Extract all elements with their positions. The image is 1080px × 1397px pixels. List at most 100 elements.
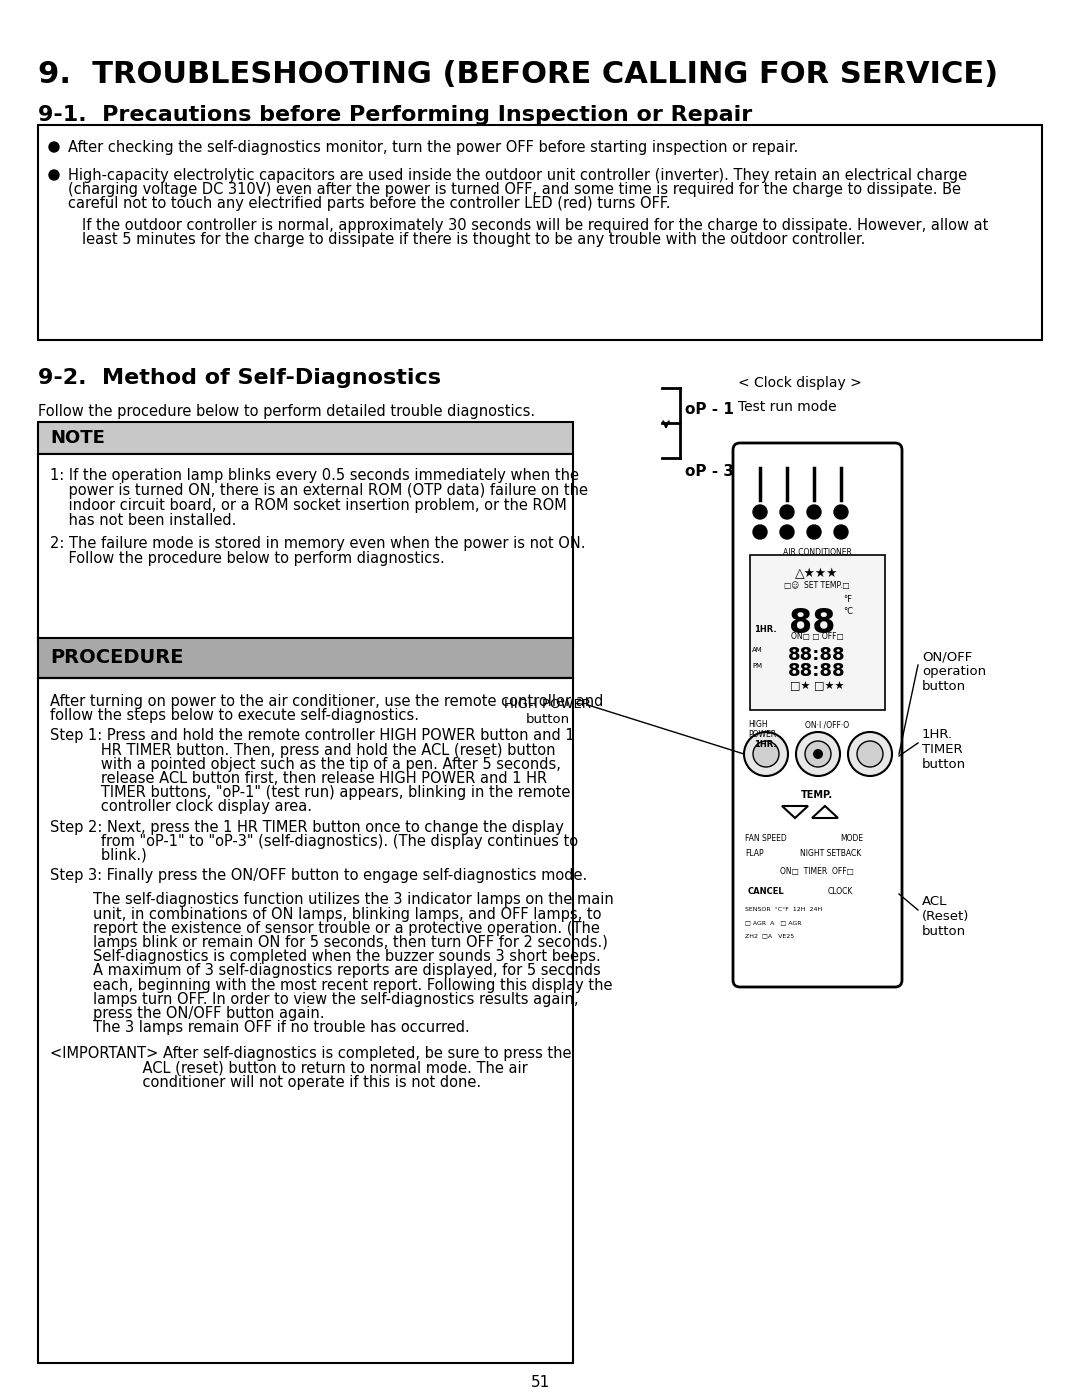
Circle shape bbox=[805, 740, 831, 767]
Text: CLOCK: CLOCK bbox=[828, 887, 853, 895]
Circle shape bbox=[780, 525, 794, 539]
Text: MODE: MODE bbox=[840, 834, 863, 842]
Text: < Clock display >: < Clock display > bbox=[738, 376, 862, 390]
Text: °F: °F bbox=[843, 595, 852, 604]
Text: controller clock display area.: controller clock display area. bbox=[50, 799, 312, 814]
Text: conditioner will not operate if this is not done.: conditioner will not operate if this is … bbox=[50, 1074, 481, 1090]
Text: 2: The failure mode is stored in memory even when the power is not ON.: 2: The failure mode is stored in memory … bbox=[50, 536, 585, 550]
Text: A maximum of 3 self-diagnostics reports are displayed, for 5 seconds: A maximum of 3 self-diagnostics reports … bbox=[93, 964, 600, 978]
Bar bbox=[38, 422, 573, 454]
Text: <IMPORTANT> After self-diagnostics is completed, be sure to press the: <IMPORTANT> After self-diagnostics is co… bbox=[50, 1046, 571, 1062]
Text: HR TIMER button. Then, press and hold the ACL (reset) button: HR TIMER button. Then, press and hold th… bbox=[50, 743, 555, 757]
Text: If the outdoor controller is normal, approximately 30 seconds will be required f: If the outdoor controller is normal, app… bbox=[82, 218, 988, 233]
Circle shape bbox=[753, 740, 779, 767]
Text: The self-diagnostics function utilizes the 3 indicator lamps on the main: The self-diagnostics function utilizes t… bbox=[93, 893, 613, 908]
Bar bbox=[750, 555, 885, 710]
Text: release ACL button first, then release HIGH POWER and 1 HR: release ACL button first, then release H… bbox=[50, 771, 548, 787]
Text: HIGH POWER: HIGH POWER bbox=[504, 698, 592, 711]
Text: Step 1: Press and hold the remote controller HIGH POWER button and 1: Step 1: Press and hold the remote contro… bbox=[50, 728, 575, 743]
Text: ON□ □ OFF□: ON□ □ OFF□ bbox=[791, 631, 843, 641]
Text: 1HR.: 1HR. bbox=[754, 740, 777, 749]
Text: blink.): blink.) bbox=[50, 848, 147, 863]
Circle shape bbox=[813, 749, 823, 759]
Text: △★★★: △★★★ bbox=[795, 567, 839, 580]
Text: ACL (reset) button to return to normal mode. The air: ACL (reset) button to return to normal m… bbox=[50, 1060, 528, 1076]
FancyBboxPatch shape bbox=[733, 443, 902, 988]
Text: ON□  TIMER  OFF□: ON□ TIMER OFF□ bbox=[780, 868, 854, 876]
Text: °C: °C bbox=[843, 608, 853, 616]
Text: (Reset): (Reset) bbox=[922, 909, 970, 923]
Text: operation: operation bbox=[922, 665, 986, 678]
Text: Step 2: Next, press the 1 HR TIMER button once to change the display: Step 2: Next, press the 1 HR TIMER butto… bbox=[50, 820, 564, 834]
Bar bbox=[38, 638, 573, 678]
Text: ZH2  □A   VE25: ZH2 □A VE25 bbox=[745, 933, 794, 937]
Text: After checking the self-diagnostics monitor, turn the power OFF before starting : After checking the self-diagnostics moni… bbox=[68, 140, 798, 155]
Bar bbox=[38, 454, 573, 644]
Text: 1HR.: 1HR. bbox=[922, 728, 954, 740]
Text: button: button bbox=[922, 759, 967, 771]
Text: each, beginning with the most recent report. Following this display the: each, beginning with the most recent rep… bbox=[93, 978, 612, 993]
Text: 88:88: 88:88 bbox=[788, 662, 846, 680]
Text: 88: 88 bbox=[788, 608, 835, 640]
Text: button: button bbox=[922, 925, 967, 937]
Text: □★ □★★: □★ □★★ bbox=[789, 680, 845, 692]
Circle shape bbox=[744, 732, 788, 775]
Circle shape bbox=[753, 525, 767, 539]
Text: ACL: ACL bbox=[922, 895, 947, 908]
Text: □ AGR  A   □ AGR: □ AGR A □ AGR bbox=[745, 921, 801, 925]
Text: button: button bbox=[526, 712, 570, 726]
Text: HIGH
POWER: HIGH POWER bbox=[748, 719, 777, 739]
Text: Test run mode: Test run mode bbox=[738, 400, 837, 414]
Text: AM: AM bbox=[752, 647, 762, 652]
Text: 88:88: 88:88 bbox=[788, 645, 846, 664]
Text: 1: If the operation lamp blinks every 0.5 seconds immediately when the: 1: If the operation lamp blinks every 0.… bbox=[50, 468, 579, 483]
Text: follow the steps below to execute self-diagnostics.: follow the steps below to execute self-d… bbox=[50, 708, 419, 724]
Circle shape bbox=[848, 732, 892, 775]
Text: High-capacity electrolytic capacitors are used inside the outdoor unit controlle: High-capacity electrolytic capacitors ar… bbox=[68, 168, 967, 183]
Text: NOTE: NOTE bbox=[50, 429, 105, 447]
Circle shape bbox=[49, 142, 59, 152]
Circle shape bbox=[780, 504, 794, 520]
Text: press the ON/OFF button again.: press the ON/OFF button again. bbox=[93, 1006, 324, 1021]
Text: Follow the procedure below to perform detailed trouble diagnostics.: Follow the procedure below to perform de… bbox=[38, 404, 535, 419]
Circle shape bbox=[796, 732, 840, 775]
Circle shape bbox=[49, 170, 59, 180]
Text: ON·I /OFF·O: ON·I /OFF·O bbox=[805, 719, 849, 729]
Bar bbox=[38, 678, 573, 1363]
Text: TIMER buttons, "oP-1" (test run) appears, blinking in the remote: TIMER buttons, "oP-1" (test run) appears… bbox=[50, 785, 570, 800]
Text: ON/OFF: ON/OFF bbox=[922, 650, 972, 664]
Text: careful not to touch any electrified parts before the controller LED (red) turns: careful not to touch any electrified par… bbox=[68, 196, 671, 211]
Text: least 5 minutes for the charge to dissipate if there is thought to be any troubl: least 5 minutes for the charge to dissip… bbox=[82, 232, 865, 247]
Text: FAN SPEED: FAN SPEED bbox=[745, 834, 786, 842]
Polygon shape bbox=[812, 806, 838, 819]
Text: Step 3: Finally press the ON/OFF button to engage self-diagnostics mode.: Step 3: Finally press the ON/OFF button … bbox=[50, 868, 588, 883]
Text: (charging voltage DC 310V) even after the power is turned OFF, and some time is : (charging voltage DC 310V) even after th… bbox=[68, 182, 961, 197]
Text: 51: 51 bbox=[530, 1375, 550, 1390]
Text: NIGHT SETBACK: NIGHT SETBACK bbox=[800, 849, 861, 858]
Bar bbox=[38, 124, 1042, 339]
Circle shape bbox=[834, 525, 848, 539]
Text: oP - 1: oP - 1 bbox=[685, 402, 734, 416]
Text: lamps blink or remain ON for 5 seconds, then turn OFF for 2 seconds.): lamps blink or remain ON for 5 seconds, … bbox=[93, 935, 608, 950]
Text: 1HR.: 1HR. bbox=[754, 624, 777, 634]
Text: The 3 lamps remain OFF if no trouble has occurred.: The 3 lamps remain OFF if no trouble has… bbox=[93, 1020, 470, 1035]
Text: Self-diagnostics is completed when the buzzer sounds 3 short beeps.: Self-diagnostics is completed when the b… bbox=[93, 949, 600, 964]
Text: indoor circuit board, or a ROM socket insertion problem, or the ROM: indoor circuit board, or a ROM socket in… bbox=[50, 497, 567, 513]
Circle shape bbox=[834, 504, 848, 520]
Text: power is turned ON, there is an external ROM (OTP data) failure on the: power is turned ON, there is an external… bbox=[50, 483, 588, 497]
Text: Self-diagnostics mode: Self-diagnostics mode bbox=[738, 462, 891, 476]
Text: unit, in combinations of ON lamps, blinking lamps, and OFF lamps, to: unit, in combinations of ON lamps, blink… bbox=[93, 907, 602, 922]
Circle shape bbox=[807, 525, 821, 539]
Circle shape bbox=[807, 504, 821, 520]
Text: with a pointed object such as the tip of a pen. After 5 seconds,: with a pointed object such as the tip of… bbox=[50, 757, 561, 771]
Text: SENSOR  °C°F  12H  24H: SENSOR °C°F 12H 24H bbox=[745, 907, 822, 912]
Text: PM: PM bbox=[752, 664, 762, 669]
Text: 9.  TROUBLESHOOTING (BEFORE CALLING FOR SERVICE): 9. TROUBLESHOOTING (BEFORE CALLING FOR S… bbox=[38, 60, 998, 89]
Text: TEMP.: TEMP. bbox=[801, 789, 833, 800]
Text: from "oP-1" to "oP-3" (self-diagnostics). (The display continues to: from "oP-1" to "oP-3" (self-diagnostics)… bbox=[50, 834, 578, 849]
Text: oP - 3: oP - 3 bbox=[685, 464, 734, 479]
Text: lamps turn OFF. In order to view the self-diagnostics results again,: lamps turn OFF. In order to view the sel… bbox=[93, 992, 579, 1007]
Text: TIMER: TIMER bbox=[922, 743, 962, 756]
Text: □☺  SET TEMP.□: □☺ SET TEMP.□ bbox=[784, 581, 850, 590]
Text: has not been installed.: has not been installed. bbox=[50, 513, 237, 528]
